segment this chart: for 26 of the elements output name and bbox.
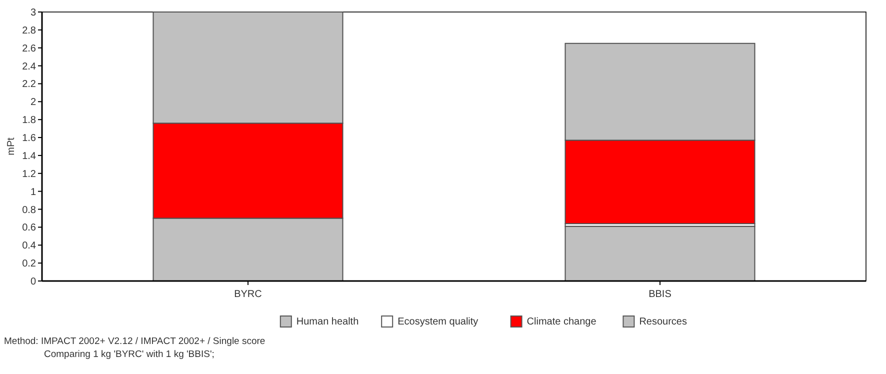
x-tick-label: BYRC xyxy=(234,289,262,300)
y-tick-label: 3 xyxy=(30,8,36,18)
y-tick-label: 0 xyxy=(30,276,36,288)
legend-label: Resources xyxy=(639,316,688,328)
y-tick-label: 2.4 xyxy=(22,61,36,72)
y-tick-label: 0.8 xyxy=(22,204,36,216)
bar xyxy=(564,226,756,282)
text: Comparing 1 kg 'BYRC' with 1 kg 'BBIS'; xyxy=(44,349,214,360)
y-tick-label: 2.6 xyxy=(22,43,36,54)
y-tick-label: 2.8 xyxy=(22,25,36,36)
y-tick-label: 2 xyxy=(30,97,36,108)
y-axis-title: mPt xyxy=(6,137,17,156)
y-tick-label: 1.2 xyxy=(22,168,36,180)
text: Method: IMPACT 2002+ V2.12 / IMPACT 2002+ / Single score xyxy=(4,336,266,347)
y-tick-label: 2.2 xyxy=(22,79,36,90)
y-tick-label: 1.8 xyxy=(22,115,36,126)
y-tick-label: 0.2 xyxy=(22,258,36,270)
legend-label: Ecosystem quality xyxy=(398,316,478,328)
x-tick-label: BBIS xyxy=(648,289,672,300)
y-tick-label: 1.4 xyxy=(22,150,36,162)
legend-label: Human health xyxy=(296,316,359,328)
y-tick-label: 1 xyxy=(30,186,36,198)
legend-label: Climate change xyxy=(526,316,597,328)
y-tick-label: 0.6 xyxy=(22,222,36,234)
y-tick-label: 0.4 xyxy=(22,240,36,252)
y-tick-label: 1.6 xyxy=(22,133,36,144)
